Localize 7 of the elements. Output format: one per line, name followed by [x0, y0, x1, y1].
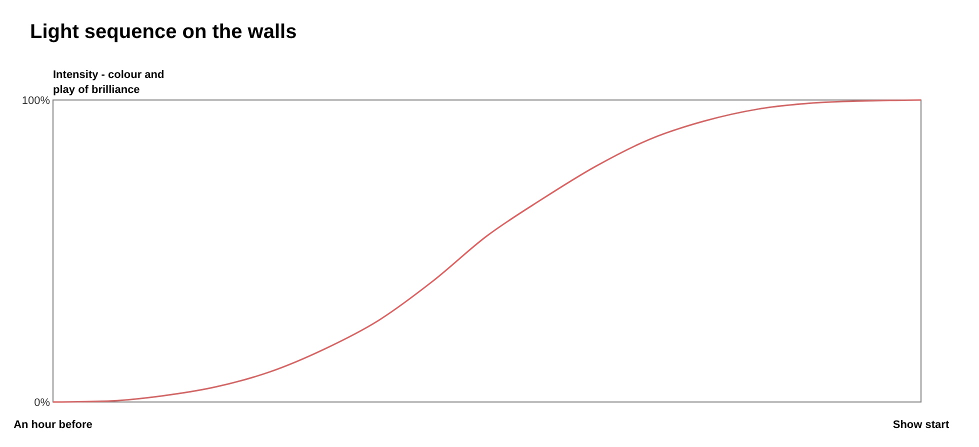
y-tick-label: 100% — [22, 94, 50, 107]
x-tick-label: An hour before — [14, 419, 92, 431]
y-tick-label: 0% — [34, 396, 50, 409]
x-tick-label: Show start — [892, 419, 950, 431]
chart-title: Light sequence on the walls — [30, 21, 297, 43]
line-series — [52, 99, 922, 403]
y-axis-title: Intensity - colour and play of brilliance — [53, 69, 164, 96]
